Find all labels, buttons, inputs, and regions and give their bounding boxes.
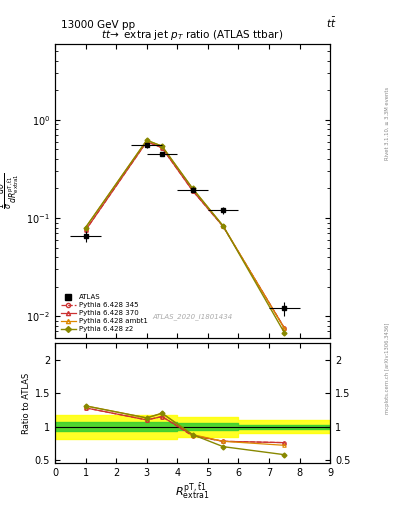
Text: mcplots.cern.ch [arXiv:1306.3436]: mcplots.cern.ch [arXiv:1306.3436] [385, 323, 389, 414]
Text: $t\bar{t}$: $t\bar{t}$ [325, 15, 336, 30]
Y-axis label: $\frac{1}{\sigma}\frac{d\sigma}{dR^{\mathrm{pT,\bar{t}1}}_{\mathrm{extra1}}}$: $\frac{1}{\sigma}\frac{d\sigma}{dR^{\mat… [0, 173, 22, 209]
Text: ATLAS_2020_I1801434: ATLAS_2020_I1801434 [152, 313, 233, 321]
Y-axis label: Ratio to ATLAS: Ratio to ATLAS [22, 373, 31, 434]
X-axis label: $R^{\mathrm{pT,\bar{t}1}}_{\mathrm{extra1}}$: $R^{\mathrm{pT,\bar{t}1}}_{\mathrm{extra… [175, 481, 210, 501]
Title: $t\bar{t}\!\rightarrow$ extra jet $p_{T}$ ratio (ATLAS ttbar): $t\bar{t}\!\rightarrow$ extra jet $p_{T}… [101, 27, 284, 44]
Text: 13000 GeV pp: 13000 GeV pp [61, 19, 135, 30]
Text: Rivet 3.1.10, ≥ 3.3M events: Rivet 3.1.10, ≥ 3.3M events [385, 86, 389, 160]
Legend: ATLAS, Pythia 6.428 345, Pythia 6.428 370, Pythia 6.428 ambt1, Pythia 6.428 z2: ATLAS, Pythia 6.428 345, Pythia 6.428 37… [59, 292, 150, 334]
